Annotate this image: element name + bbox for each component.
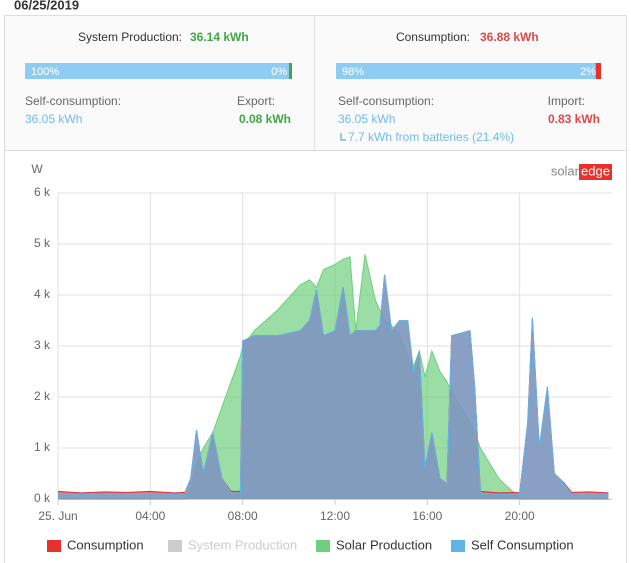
legend-swatch [47, 540, 61, 552]
consumption-title: Consumption: [396, 30, 470, 44]
area-fill [58, 274, 609, 499]
bar-segment [336, 63, 596, 79]
logo: solar [551, 163, 580, 178]
y-axis-label: W [31, 162, 43, 176]
bar-label: 2% [580, 66, 596, 78]
bar-end [289, 63, 292, 79]
x-tick-label: 04:00 [135, 509, 165, 523]
production-total: 36.14 kWh [190, 30, 249, 44]
x-tick-label: 16:00 [412, 509, 442, 523]
x-tick-label: 25. Jun [38, 509, 77, 523]
battery-note: 7.7 kWh from batteries (21.4%) [348, 130, 514, 144]
legend-swatch [168, 540, 182, 552]
label: Import: [548, 94, 585, 108]
arrow-icon [340, 133, 346, 141]
bar-label: 100% [31, 66, 59, 78]
legend-swatch [316, 540, 330, 552]
consumption-total: 36.88 kWh [480, 30, 539, 44]
y-tick-label: 1 k [34, 440, 51, 454]
production-bar: 100% 0% [25, 63, 292, 79]
area-line [57, 274, 609, 495]
value: 36.05 kWh [25, 112, 82, 126]
y-tick-label: 6 k [34, 185, 51, 199]
legend-label: Consumption [67, 537, 144, 552]
label: Export: [237, 94, 275, 108]
consumption-bar: 98% 2% [336, 63, 601, 79]
bar-label: 0% [271, 66, 287, 78]
x-tick-label: 12:00 [320, 509, 350, 523]
label: Self-consumption: [338, 94, 434, 108]
legend-swatch [451, 540, 465, 552]
y-tick-label: 2 k [34, 389, 51, 403]
legend-label: Self Consumption [471, 537, 574, 552]
production-title: System Production: [78, 30, 182, 44]
summary-panel [4, 15, 627, 151]
value: 0.08 kWh [239, 112, 291, 126]
bar-end [598, 63, 601, 79]
label: Self-consumption: [25, 94, 121, 108]
value: 36.05 kWh [338, 112, 395, 126]
y-tick-label: 5 k [34, 236, 51, 250]
legend-label: System Production [188, 537, 297, 552]
y-tick-label: 0 k [34, 491, 51, 505]
date: 06/25/2019 [14, 0, 79, 12]
plot: 0 k 1 k 2 k 3 k 4 k 5 k 6 k 25. Jun 04:00 08:00 12… [34, 185, 612, 552]
bar-segment [25, 63, 292, 79]
y-tick-label: 4 k [34, 287, 51, 301]
x-tick-label: 20:00 [505, 509, 535, 523]
bar-label: 98% [342, 66, 364, 78]
x-tick-label: 08:00 [228, 509, 258, 523]
y-tick-label: 3 k [34, 338, 51, 352]
logo: edge [581, 163, 610, 178]
value: 0.83 kWh [548, 112, 600, 126]
logo-box [579, 164, 612, 180]
legend-label: Solar Production [336, 537, 432, 552]
